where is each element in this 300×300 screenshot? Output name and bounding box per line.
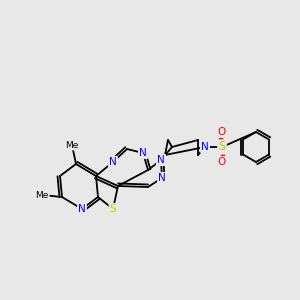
Text: N: N xyxy=(109,157,117,167)
Text: S: S xyxy=(218,140,226,154)
Text: N: N xyxy=(157,155,165,165)
Text: N: N xyxy=(201,142,209,152)
Text: Me: Me xyxy=(65,140,79,149)
Text: N: N xyxy=(139,148,147,158)
Text: Me: Me xyxy=(35,190,49,200)
Text: N: N xyxy=(78,204,86,214)
Text: S: S xyxy=(110,204,116,214)
Text: N: N xyxy=(158,173,166,183)
Text: O: O xyxy=(218,157,226,167)
Text: O: O xyxy=(218,127,226,137)
